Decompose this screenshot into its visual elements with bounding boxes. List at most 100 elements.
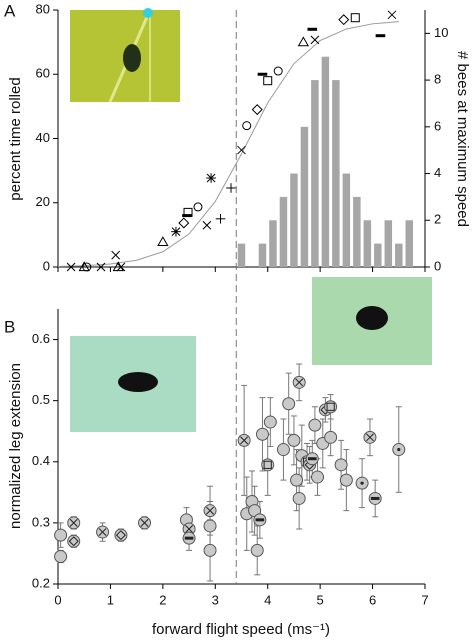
marker-part — [96, 262, 106, 272]
data-point — [263, 415, 277, 429]
marker-part — [365, 433, 374, 442]
data-point — [226, 183, 236, 193]
data-point — [355, 476, 369, 490]
marker-part — [338, 14, 350, 26]
histogram-bar — [321, 56, 330, 268]
histogram-bar — [311, 80, 319, 267]
y-tick-label: 80 — [36, 1, 50, 16]
bee — [123, 44, 141, 72]
marker-part — [67, 534, 81, 548]
data-point — [339, 473, 353, 487]
marker-part — [183, 207, 193, 217]
y-axis-label: percent time rolled — [7, 77, 24, 200]
x-tick-label: 0 — [54, 592, 61, 607]
y2-tick-label: 4 — [434, 165, 441, 180]
data-point — [202, 220, 212, 230]
data-point — [138, 516, 152, 530]
data-point — [273, 66, 283, 76]
data-point — [251, 104, 263, 116]
data-point — [183, 207, 193, 217]
histogram-bar — [374, 243, 382, 267]
marker-part — [276, 443, 290, 457]
marker-part — [257, 72, 268, 76]
x-axis-label: forward flight speed (ms⁻¹) — [152, 621, 330, 638]
marker-part — [54, 528, 68, 542]
histogram-bar — [353, 196, 361, 267]
data-point — [257, 72, 268, 76]
x-tick-label: 5 — [317, 592, 324, 607]
bee — [118, 372, 158, 392]
data-point — [242, 121, 252, 131]
marker-part — [140, 518, 149, 527]
data-point — [111, 250, 121, 260]
histogram-bar — [258, 243, 267, 267]
marker-part — [295, 378, 304, 387]
data-point — [276, 443, 290, 457]
y-tick-label: 0.3 — [32, 514, 50, 529]
marker-part — [290, 473, 304, 487]
bee — [356, 306, 388, 330]
marker-part — [203, 543, 217, 557]
marker-part — [324, 400, 338, 414]
data-point — [292, 491, 306, 505]
data-point — [368, 491, 382, 505]
data-point — [263, 76, 273, 86]
x-tick-label: 1 — [107, 592, 114, 607]
marker-part — [255, 518, 265, 522]
y2-tick-label: 2 — [434, 212, 441, 227]
data-point — [305, 452, 319, 466]
data-point — [82, 262, 92, 272]
data-point — [157, 236, 169, 247]
histogram-bar — [237, 243, 246, 267]
data-point — [290, 473, 304, 487]
marker-part — [202, 220, 212, 230]
data-point — [116, 262, 126, 272]
marker-part — [297, 36, 310, 47]
marker-part — [324, 430, 338, 444]
data-point — [292, 375, 306, 389]
data-point — [203, 504, 217, 518]
histogram-bar — [384, 220, 393, 267]
data-point — [203, 543, 217, 557]
data-point — [96, 262, 106, 272]
data-point — [67, 516, 81, 530]
marker-part — [308, 418, 322, 432]
data-point — [96, 525, 110, 539]
data-point — [308, 418, 322, 432]
data-point — [203, 519, 217, 533]
marker-part — [334, 458, 348, 472]
marker-part — [255, 427, 269, 441]
data-point — [237, 145, 246, 155]
marker-part — [185, 525, 194, 533]
x-tick-label: 7 — [421, 592, 428, 607]
data-point — [54, 528, 68, 542]
marker-part — [184, 536, 194, 540]
marker-part — [114, 528, 128, 542]
data-point — [193, 202, 203, 212]
panel-label: A — [4, 1, 16, 20]
marker-part — [178, 217, 190, 229]
marker-part — [111, 250, 121, 260]
data-point — [282, 397, 296, 411]
marker-part — [193, 202, 203, 212]
marker-part — [311, 470, 325, 484]
marker-part — [350, 13, 360, 23]
marker-part — [360, 481, 364, 485]
marker-part — [370, 496, 380, 500]
y-tick-label: 0.2 — [32, 575, 50, 590]
histogram-bar — [332, 80, 340, 267]
marker-part — [242, 121, 252, 131]
histogram-bar — [395, 243, 403, 267]
marker-part — [261, 458, 275, 472]
marker-part — [273, 66, 283, 76]
marker-part — [287, 433, 301, 447]
y-tick-label: 0.5 — [32, 392, 50, 407]
data-point — [67, 534, 81, 548]
data-point — [182, 531, 196, 545]
data-point — [334, 458, 348, 472]
data-point — [363, 430, 377, 444]
data-point — [324, 400, 338, 414]
y-tick-label: 60 — [36, 66, 50, 81]
data-point — [350, 13, 360, 23]
y-tick-label: 20 — [36, 194, 50, 209]
